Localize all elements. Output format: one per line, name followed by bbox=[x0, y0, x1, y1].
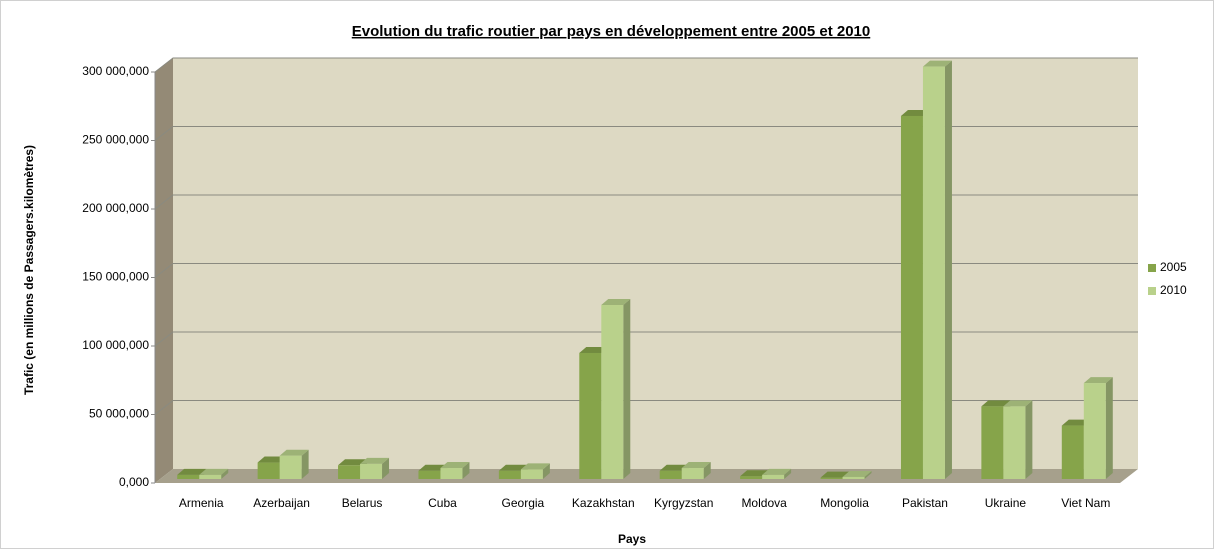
y-axis-title: Trafic (en millions de Passagers.kilomèt… bbox=[22, 145, 36, 395]
bar bbox=[1003, 406, 1026, 479]
bar-top bbox=[659, 464, 689, 471]
grid-line bbox=[154, 194, 1138, 210]
bar-top bbox=[338, 459, 368, 466]
bar-top bbox=[498, 464, 528, 471]
bar bbox=[820, 477, 843, 479]
y-tick-label: 300 000,000 bbox=[82, 64, 149, 78]
bar-top bbox=[820, 471, 850, 478]
x-tick-label: Pakistan bbox=[902, 496, 948, 510]
grid-line bbox=[154, 57, 1138, 73]
x-tick-label: Moldova bbox=[741, 496, 787, 510]
bar-top bbox=[199, 468, 229, 475]
x-tick-label: Belarus bbox=[342, 496, 383, 510]
x-tick-label: Armenia bbox=[179, 496, 224, 510]
bar-top bbox=[177, 468, 207, 475]
grid-line bbox=[154, 400, 1138, 415]
x-tick-label: Kyrgyzstan bbox=[654, 496, 713, 510]
legend-swatch bbox=[1148, 264, 1156, 272]
bar bbox=[418, 470, 441, 479]
bar-side bbox=[1025, 400, 1033, 479]
bar bbox=[199, 474, 222, 479]
bar-top bbox=[842, 470, 872, 477]
bar-top bbox=[601, 299, 631, 306]
bar-top bbox=[762, 468, 792, 475]
bar-side bbox=[382, 457, 390, 479]
bar bbox=[900, 115, 923, 479]
y-tick-label: 200 000,000 bbox=[82, 201, 149, 215]
bar bbox=[1083, 383, 1106, 479]
bar-top bbox=[681, 462, 711, 469]
bar bbox=[520, 469, 543, 479]
bar-top bbox=[740, 470, 770, 477]
floor bbox=[155, 469, 1138, 483]
x-tick-label: Ukraine bbox=[985, 496, 1027, 510]
grid-line bbox=[154, 126, 1138, 141]
bar-side bbox=[703, 462, 711, 479]
bar bbox=[440, 468, 463, 479]
x-tick-label: Georgia bbox=[502, 496, 545, 510]
bar bbox=[579, 352, 602, 479]
bar bbox=[1061, 425, 1084, 479]
bar-side bbox=[944, 60, 952, 479]
x-axis-title: Pays bbox=[618, 532, 646, 546]
y-tick-label: 250 000,000 bbox=[82, 133, 149, 147]
chart-title: Evolution du trafic routier par pays en … bbox=[352, 23, 871, 40]
bar bbox=[279, 455, 302, 479]
x-tick-label: Cuba bbox=[428, 496, 457, 510]
bar bbox=[177, 474, 200, 479]
bar-top bbox=[360, 457, 390, 464]
y-tick-label: 0,000 bbox=[119, 475, 149, 489]
grid-line bbox=[154, 331, 1138, 347]
bar-side bbox=[864, 470, 872, 479]
bar-top bbox=[1061, 419, 1091, 426]
x-tick-label: Viet Nam bbox=[1061, 496, 1110, 510]
bar bbox=[601, 305, 624, 479]
bar-top bbox=[579, 346, 609, 353]
bar-top bbox=[257, 456, 287, 463]
bar-side bbox=[301, 449, 309, 479]
bar-side bbox=[462, 462, 470, 479]
bar-top bbox=[520, 463, 550, 470]
bar bbox=[360, 463, 383, 479]
bar-top bbox=[279, 449, 309, 456]
x-tick-label: Mongolia bbox=[820, 496, 869, 510]
bar bbox=[842, 476, 865, 479]
bar bbox=[740, 476, 763, 479]
bar bbox=[762, 474, 785, 479]
x-tick-label: Kazakhstan bbox=[572, 496, 635, 510]
legend-label: 2005 bbox=[1160, 260, 1187, 274]
bar bbox=[257, 462, 280, 479]
bar bbox=[338, 465, 361, 479]
bar bbox=[981, 406, 1004, 479]
y-tick-label: 100 000,000 bbox=[82, 338, 149, 352]
bar-side bbox=[1105, 377, 1113, 479]
bar-top bbox=[440, 462, 470, 469]
bar bbox=[659, 470, 682, 479]
bar-top bbox=[922, 60, 952, 67]
x-tick-label: Azerbaijan bbox=[253, 496, 310, 510]
bar-top bbox=[1003, 400, 1033, 407]
bar-top bbox=[1083, 377, 1113, 384]
grid-line bbox=[154, 263, 1138, 278]
bar-top bbox=[981, 400, 1011, 407]
bar bbox=[498, 470, 521, 479]
bar-top bbox=[418, 464, 448, 471]
bar-top bbox=[900, 109, 930, 116]
y-tick-label: 50 000,000 bbox=[89, 407, 149, 421]
bar-side bbox=[784, 468, 792, 479]
bar-side bbox=[542, 463, 550, 479]
y-tick-label: 150 000,000 bbox=[82, 270, 149, 284]
bar-side bbox=[623, 299, 631, 479]
legend-swatch bbox=[1148, 287, 1156, 295]
bar bbox=[681, 468, 704, 479]
legend-label: 2010 bbox=[1160, 283, 1187, 297]
bar-side bbox=[221, 468, 229, 479]
bar bbox=[922, 66, 945, 479]
